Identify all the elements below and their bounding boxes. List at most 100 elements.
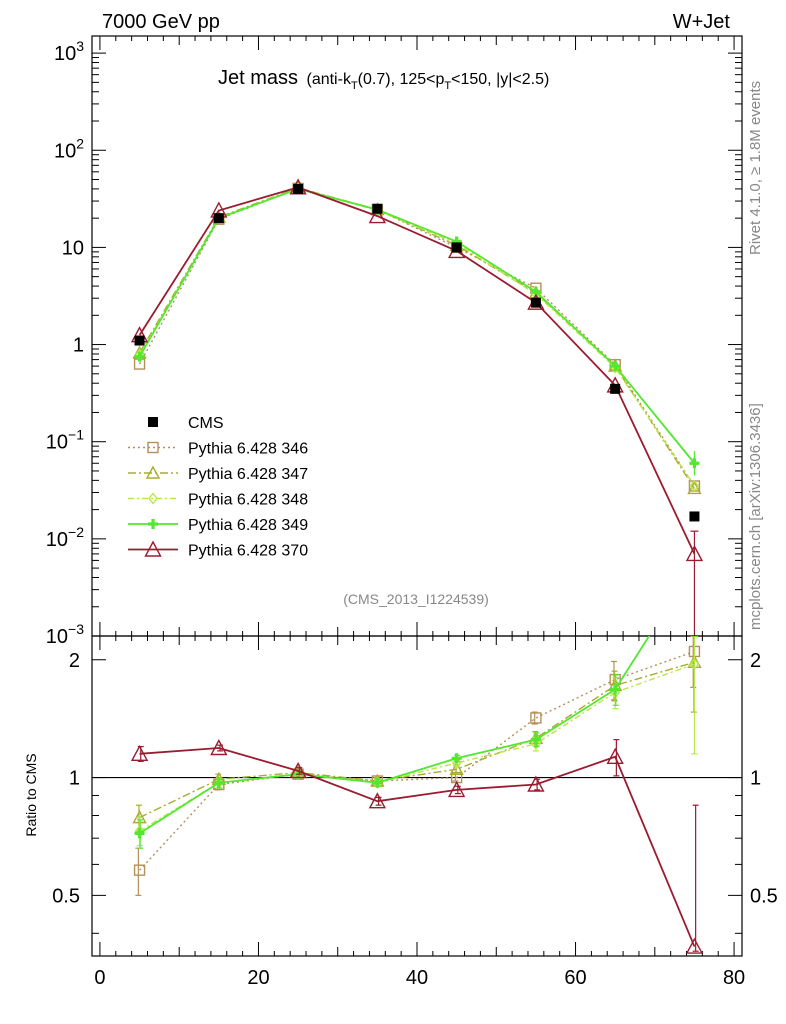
diamond-marker: [689, 479, 700, 493]
ratio-line-2: [139, 661, 695, 819]
data-point: [213, 213, 224, 224]
tick-base: 10: [62, 237, 84, 259]
tick-base: 10: [54, 140, 76, 162]
ratio-panel: 0 20 40 60 80 0.5 0.5 1 1 2 2: [52, 635, 778, 989]
ratio-series-group: [130, 636, 704, 954]
cross-marker: [134, 351, 145, 362]
header-right-label: W+Jet: [673, 11, 731, 33]
triangle-marker: [449, 761, 464, 775]
ratio-y-tick-label: 2: [69, 650, 80, 672]
data-point: [134, 335, 145, 346]
ratio-y-tick-label-right: 1: [750, 768, 761, 790]
cross-marker: [451, 753, 462, 764]
main-y-tick-label: 10−1: [46, 427, 84, 454]
triangle-marker: [685, 937, 704, 954]
analysis-tag: (CMS_2013_I1224539): [343, 591, 489, 607]
tick-base: 10: [46, 529, 68, 551]
header-left-label: 7000 GeV pp: [102, 11, 220, 33]
x-tick-label: 40: [406, 967, 428, 989]
x-tick-label: 60: [564, 967, 586, 989]
mcplots-label: mcplots.cern.ch [arXiv:1306.3436]: [747, 403, 764, 630]
triangle-marker: [210, 739, 228, 756]
tick-exponent: −2: [68, 524, 84, 540]
data-point: [451, 242, 462, 253]
ratio-line-1: [139, 650, 695, 871]
ratio-y-tick-label-right: 0.5: [750, 885, 778, 907]
ratio-line-4: [139, 636, 651, 835]
main-series-group: [130, 178, 704, 636]
triangle-marker: [368, 792, 387, 809]
x-tick-label: 20: [247, 967, 269, 989]
triangle-marker: [130, 744, 149, 762]
triangle-marker: [527, 775, 545, 792]
title-detail-sub1: T: [351, 80, 358, 92]
square-marker: [133, 864, 146, 876]
cross-marker: [134, 828, 145, 839]
tick-base: 10: [46, 626, 68, 648]
tick-exponent: 2: [76, 135, 84, 151]
legend-label: Pythia 6.428 346: [188, 441, 308, 458]
main-y-tick-label: 102: [54, 135, 84, 162]
plot-title: Jet mass (anti-kT(0.7), 125<pT<150, |y|<…: [218, 67, 549, 92]
main-line-4: [138, 187, 696, 464]
title-main: Jet mass: [218, 67, 298, 89]
triangle-marker: [145, 465, 161, 479]
cross-marker: [213, 777, 224, 788]
ratio-y-tick-label: 0.5: [52, 885, 80, 907]
cross-marker: [610, 684, 621, 695]
main-y-tick-label: 10: [62, 237, 84, 259]
square-marker: [530, 712, 542, 724]
data-point: [689, 511, 700, 522]
title-detail-sub2: T: [444, 80, 451, 92]
diamond-marker: [531, 737, 541, 750]
tick-base: 1: [73, 335, 84, 357]
triangle-marker: [606, 747, 624, 764]
cross-marker: [148, 519, 158, 529]
cross-marker: [530, 734, 541, 745]
data-point: [530, 297, 541, 308]
tick-exponent: 3: [76, 38, 84, 54]
ratio-ylabel: Ratio to CMS: [23, 753, 39, 836]
triangle-marker: [447, 780, 466, 798]
main-y-tick-label: 10−2: [46, 524, 84, 551]
main-y-tick-label: 1: [73, 335, 84, 357]
ratio-line-3: [139, 663, 695, 832]
data-point: [293, 183, 304, 194]
diamond-marker: [689, 657, 700, 671]
triangle-marker: [368, 207, 387, 224]
rivet-label: Rivet 4.1.0, ≥ 1.8M events: [747, 81, 764, 255]
cross-marker: [610, 361, 621, 372]
legend-label-cms: CMS: [188, 415, 224, 432]
title-detail-mid: (0.7), 125<p: [358, 71, 445, 88]
data-point: [610, 383, 621, 394]
main-y-tick-label: 103: [54, 38, 84, 65]
tick-exponent: −3: [68, 621, 84, 637]
legend-label: Pythia 6.428 348: [188, 492, 308, 509]
ratio-y-tick-label: 1: [69, 768, 80, 790]
main-line-5: [138, 186, 696, 555]
tick-exponent: −1: [68, 427, 84, 443]
legend-label: Pythia 6.428 370: [188, 543, 308, 560]
data-point: [372, 203, 383, 214]
main-y-tick-label: 10−3: [46, 621, 84, 648]
square-marker: [147, 441, 159, 454]
data-point: [148, 417, 158, 427]
cross-marker: [372, 777, 383, 788]
x-tick-label: 80: [723, 967, 745, 989]
ratio-y-tick-label-right: 2: [750, 650, 761, 672]
tick-base: 10: [46, 432, 68, 454]
title-detail-post: <150, |y|<2.5): [451, 71, 549, 88]
ratio-line-5: [139, 747, 696, 947]
legend-label: Pythia 6.428 347: [188, 466, 308, 483]
tick-base: 10: [54, 43, 76, 65]
diamond-marker: [148, 492, 158, 505]
main-line-1: [138, 187, 696, 487]
legend-label: Pythia 6.428 349: [188, 517, 308, 534]
x-tick-label: 0: [94, 967, 105, 989]
triangle-marker: [289, 761, 307, 779]
triangle-marker: [144, 540, 162, 557]
legend: CMS Pythia 6.428 346 Pythia 6.428 347 Pythi…: [128, 415, 308, 560]
title-detail-pre: (anti-k: [306, 71, 351, 88]
